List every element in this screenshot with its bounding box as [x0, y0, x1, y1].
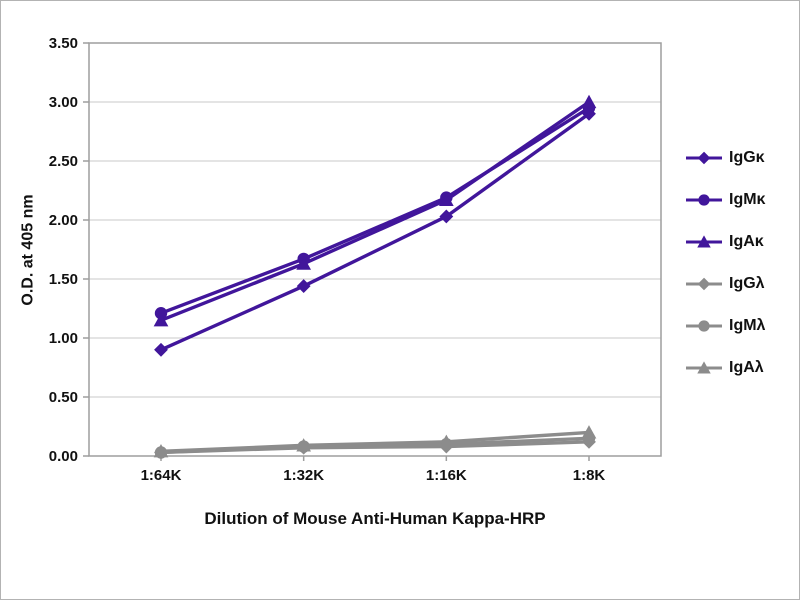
legend-glyph-IgMλ — [698, 320, 710, 332]
legend-marker-IgMκ — [686, 194, 722, 206]
x-tick-label: 1:16K — [426, 467, 467, 484]
y-tick-label: 2.50 — [49, 153, 78, 170]
legend-label: IgGλ — [729, 275, 765, 292]
series-line-IgMκ — [159, 106, 591, 315]
data-point-IgAλ — [581, 425, 597, 439]
legend-marker-IgGκ — [686, 151, 722, 165]
series-line-IgGκ — [159, 112, 591, 352]
legend-item-IgGλ: IgGλ — [685, 275, 765, 293]
y-tick-label: 1.50 — [49, 271, 78, 288]
plot-frame — [88, 42, 662, 457]
data-point-IgAλ — [438, 434, 454, 448]
data-point-IgAκ — [438, 192, 454, 207]
legend-label: IgGκ — [729, 149, 765, 166]
data-point-IgAκ — [581, 94, 597, 109]
data-point-IgGκ — [296, 279, 311, 293]
legend-item-IgAκ: IgAκ — [685, 233, 765, 251]
series-line-IgAκ — [159, 100, 591, 322]
legend-glyph-IgGλ — [697, 277, 711, 291]
legend: IgGκ IgMκ IgAκ IgGλ IgMλ IgAλ — [685, 149, 765, 401]
legend-marker-IgAλ — [686, 361, 722, 374]
y-tick-label: 3.50 — [49, 35, 78, 52]
legend-glyph-IgGκ — [697, 151, 711, 165]
y-tick-label: 2.00 — [49, 212, 78, 229]
x-tick-label: 1:32K — [283, 467, 324, 484]
legend-label: IgAλ — [729, 359, 764, 376]
data-point-IgAκ — [153, 313, 169, 327]
y-tick-label: 1.00 — [49, 330, 78, 347]
y-tick-label: 0.50 — [49, 389, 78, 406]
legend-label: IgAκ — [729, 233, 764, 250]
legend-glyph-IgMκ — [698, 194, 710, 206]
series-line-IgAλ — [159, 430, 591, 453]
data-point-IgAλ — [296, 438, 312, 452]
x-tick-label: 1:64K — [141, 467, 182, 484]
data-point-IgAκ — [296, 256, 312, 270]
legend-label: IgMκ — [729, 191, 766, 208]
legend-item-IgAλ: IgAλ — [685, 359, 765, 377]
data-point-IgGκ — [154, 342, 168, 357]
y-tick-label: 0.00 — [49, 448, 78, 465]
y-tick-label: 3.00 — [49, 94, 78, 111]
data-point-IgGκ — [439, 209, 454, 224]
legend-item-IgMλ: IgMλ — [685, 317, 765, 335]
legend-marker-IgMλ — [686, 320, 722, 332]
x-tick-label: 1:8K — [573, 467, 606, 484]
legend-marker-IgAκ — [686, 235, 722, 248]
legend-label: IgMλ — [729, 317, 766, 334]
legend-glyph-IgAκ — [697, 235, 711, 248]
legend-item-IgGκ: IgGκ — [685, 149, 765, 167]
data-point-IgAλ — [153, 444, 169, 458]
legend-glyph-IgAλ — [697, 361, 711, 374]
legend-marker-IgGλ — [686, 277, 722, 291]
x-axis-title: Dilution of Mouse Anti-Human Kappa-HRP — [204, 509, 546, 528]
legend-item-IgMκ: IgMκ — [685, 191, 765, 209]
